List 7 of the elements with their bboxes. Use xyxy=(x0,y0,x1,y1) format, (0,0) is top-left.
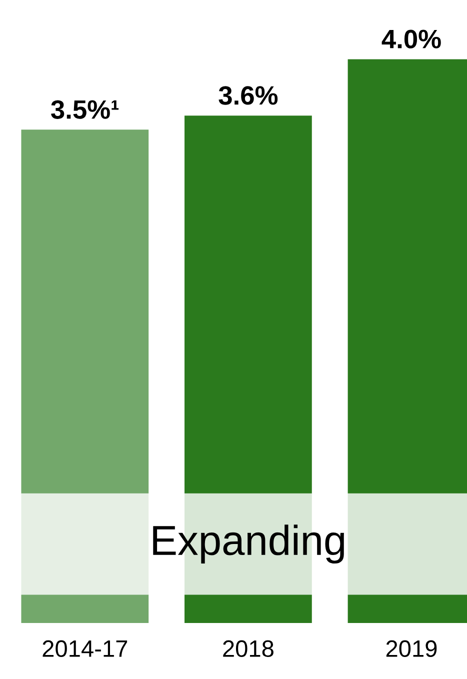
data-label: 3.6% xyxy=(218,86,278,105)
data-label: 4.0% xyxy=(382,30,441,48)
x-tick-label: 2014-17 xyxy=(42,640,128,658)
x-tick-label: 2019 xyxy=(386,640,437,658)
data-label: 3.5%¹ xyxy=(51,100,119,119)
x-tick-label: 2018 xyxy=(223,640,274,658)
band-label: Expanding xyxy=(153,524,344,564)
